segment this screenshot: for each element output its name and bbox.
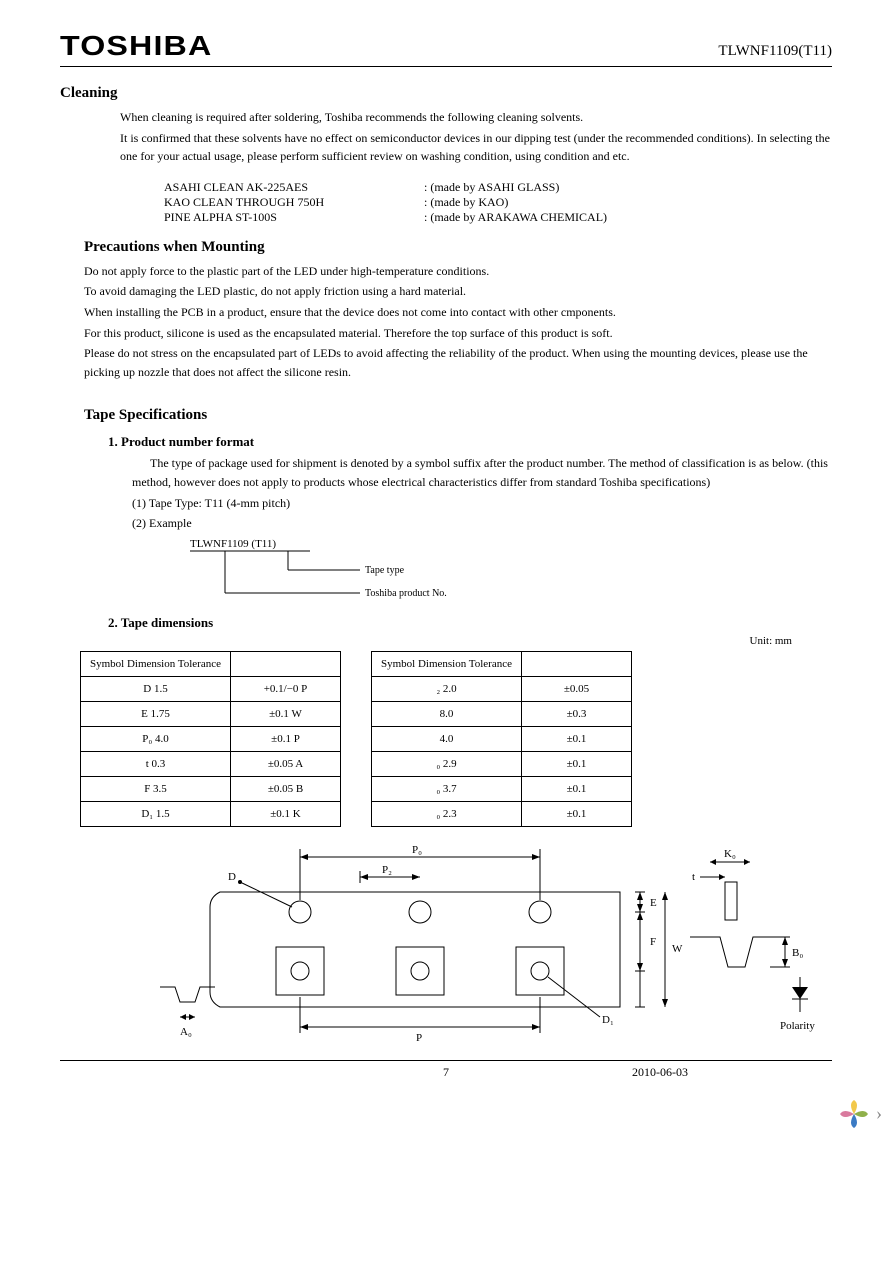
section-tape-title: Tape Specifications <box>84 407 832 424</box>
solvent-maker: : (made by KAO) <box>424 195 508 210</box>
table-cell: D₁ 1.5 <box>81 801 231 826</box>
solvent-maker: : (made by ASAHI GLASS) <box>424 180 559 195</box>
chevron-right-icon: › <box>876 1103 882 1124</box>
dim-W: W <box>672 943 683 955</box>
table-cell: ±0.05 B <box>231 776 341 801</box>
dim-table-right: Symbol Dimension Tolerance ₂ 2.0±0.05 8.… <box>371 651 632 827</box>
tape-sub1-i2: (2) Example <box>132 514 832 533</box>
solvent-name: PINE ALPHA ST-100S <box>164 210 424 225</box>
table-header: Symbol Dimension Tolerance <box>372 651 522 676</box>
brand-logo: TOSHIBA <box>60 30 212 62</box>
format-diagram: TLWNF1109 (T11) Tape type Toshiba produc… <box>180 535 540 605</box>
label-polarity: Polarity <box>780 1020 815 1032</box>
section-cleaning-title: Cleaning <box>60 85 832 102</box>
table-cell: ±0.1 K <box>231 801 341 826</box>
table-cell: ±0.1 <box>522 751 632 776</box>
table-cell: ±0.3 <box>522 701 632 726</box>
unit-label: Unit: mm <box>60 635 792 647</box>
dim-t: t <box>692 871 695 883</box>
tape-sub1-i1: (1) Tape Type: T11 (4-mm pitch) <box>132 494 832 513</box>
table-cell: ±0.1 <box>522 776 632 801</box>
table-cell: P₀ 4.0 <box>81 726 231 751</box>
dim-P0: P₀ <box>412 844 422 856</box>
dim-A0: A₀ <box>180 1026 192 1038</box>
table-cell: +0.1/−0 P <box>231 676 341 701</box>
dim-F: F <box>650 936 656 948</box>
format-example-text: TLWNF1109 (T11) <box>190 538 276 550</box>
table-cell: ₀ 2.3 <box>372 801 522 826</box>
page-number: 7 <box>260 1065 632 1080</box>
solvent-maker: : (made by ARAKAWA CHEMICAL) <box>424 210 607 225</box>
tape-sub1-title: 1. Product number format <box>108 434 832 450</box>
table-cell: 4.0 <box>372 726 522 751</box>
footer-date: 2010-06-03 <box>632 1065 832 1080</box>
tape-sub1-body: The type of package used for shipment is… <box>132 454 832 491</box>
table-cell: ±0.1 <box>522 726 632 751</box>
solvent-list: ASAHI CLEAN AK-225AES: (made by ASAHI GL… <box>164 180 832 225</box>
table-cell: ±0.1 P <box>231 726 341 751</box>
dim-P: P <box>416 1032 422 1044</box>
table-cell: ₀ 3.7 <box>372 776 522 801</box>
table-cell: F 3.5 <box>81 776 231 801</box>
precaution-line: When installing the PCB in a product, en… <box>84 303 832 322</box>
tape-sub2-title: 2. Tape dimensions <box>108 615 832 631</box>
table-header: Symbol Dimension Tolerance <box>81 651 231 676</box>
solvent-name: KAO CLEAN THROUGH 750H <box>164 195 424 210</box>
section-precautions-title: Precautions when Mounting <box>84 239 832 256</box>
dimension-tables: Symbol Dimension Tolerance D 1.5+0.1/−0 … <box>80 651 832 827</box>
precaution-line: For this product, silicone is used as th… <box>84 324 832 343</box>
precaution-line: Please do not stress on the encapsulated… <box>84 344 832 381</box>
format-label-tapetype: Tape type <box>365 565 405 576</box>
precaution-line: To avoid damaging the LED plastic, do no… <box>84 282 832 301</box>
cleaning-p2: It is confirmed that these solvents have… <box>120 129 832 166</box>
cleaning-p1: When cleaning is required after solderin… <box>120 108 832 127</box>
table-cell: ₂ 2.0 <box>372 676 522 701</box>
dim-E: E <box>650 897 657 909</box>
table-cell: ±0.05 A <box>231 751 341 776</box>
dim-P2: P₂ <box>382 864 392 876</box>
solvent-name: ASAHI CLEAN AK-225AES <box>164 180 424 195</box>
table-cell: D 1.5 <box>81 676 231 701</box>
page-footer: 7 2010-06-03 <box>60 1060 832 1080</box>
table-cell: ₀ 2.9 <box>372 751 522 776</box>
table-cell: 8.0 <box>372 701 522 726</box>
table-cell: ±0.05 <box>522 676 632 701</box>
part-number: TLWNF1109(T11) <box>718 43 832 60</box>
dim-D1: D₁ <box>602 1014 614 1026</box>
dim-K0: K₀ <box>724 848 736 860</box>
table-cell: E 1.75 <box>81 701 231 726</box>
table-cell: t 0.3 <box>81 751 231 776</box>
flower-icon <box>838 1098 870 1130</box>
dim-table-left: Symbol Dimension Tolerance D 1.5+0.1/−0 … <box>80 651 341 827</box>
dim-B0: B₀ <box>792 947 803 959</box>
table-cell: ±0.1 <box>522 801 632 826</box>
dim-D: D <box>228 871 236 883</box>
tape-diagram: P₀ P₂ D E F W D₁ P A₀ <box>80 837 820 1047</box>
precaution-line: Do not apply force to the plastic part o… <box>84 262 832 281</box>
corner-logo: › <box>838 1098 882 1130</box>
page-header: TOSHIBA TLWNF1109(T11) <box>60 30 832 67</box>
table-cell: ±0.1 W <box>231 701 341 726</box>
format-label-prodno: Toshiba product No. <box>365 588 447 599</box>
